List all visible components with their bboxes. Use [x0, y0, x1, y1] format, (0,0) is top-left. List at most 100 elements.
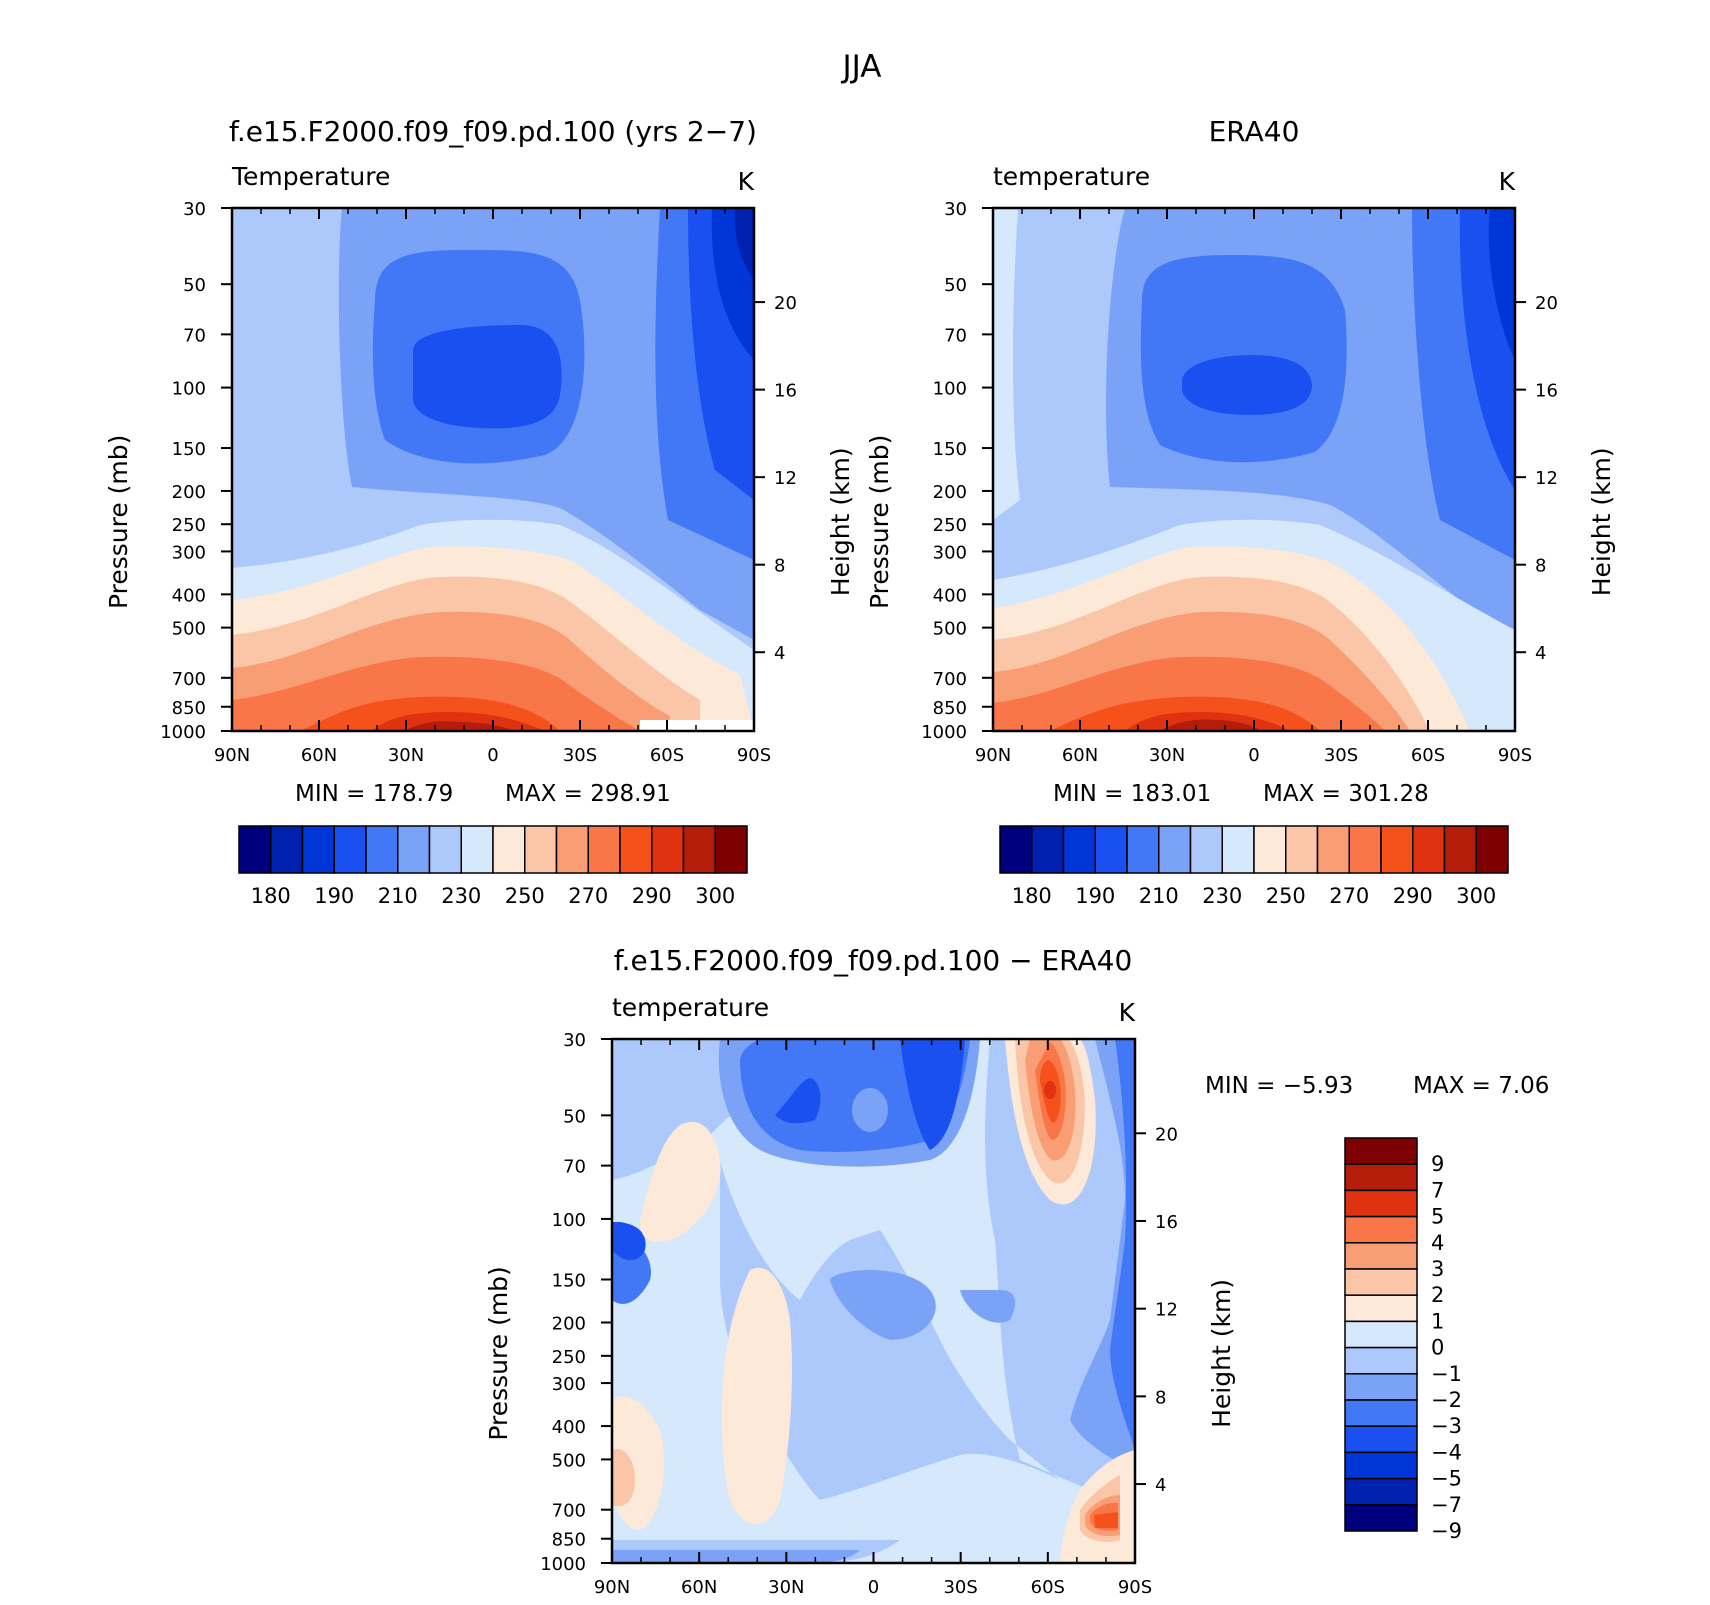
y-tick-label: 150: [552, 1271, 586, 1292]
y-tick-label: 100: [552, 1210, 586, 1231]
colorbar-swatch: [1344, 1477, 1418, 1506]
colorbar-swatch: [1475, 825, 1509, 874]
colorbar-swatch: [1344, 1242, 1418, 1270]
height-tick-label: 20: [1535, 293, 1558, 314]
colorbar-swatch: [1126, 825, 1160, 874]
panel-model-colorbar: 180 190 210 230 250 270 290 300: [238, 825, 748, 908]
colorbar-label: 4: [1431, 1231, 1444, 1255]
colorbar-label: 230: [441, 884, 481, 908]
colorbar-swatch: [1344, 1163, 1418, 1192]
colorbar-label: 250: [505, 884, 545, 908]
colorbar-label: 290: [1393, 884, 1433, 908]
colorbar-swatch: [1344, 1137, 1418, 1165]
colorbar-swatch: [1062, 825, 1096, 874]
colorbar-label: 0: [1431, 1336, 1444, 1360]
panel-obs-min: MIN = 183.01: [1053, 781, 1211, 807]
colorbar-swatch: [555, 825, 589, 874]
colorbar-swatch: [1443, 825, 1477, 874]
x-tick-label: 0: [868, 1577, 879, 1598]
panel-model-units: K: [738, 167, 755, 196]
y-tick-label: 300: [933, 542, 967, 563]
colorbar-swatch: [1344, 1373, 1418, 1401]
colorbar-swatch: [999, 825, 1033, 874]
y-tick-label: 50: [563, 1106, 586, 1127]
y-tick-label: 200: [552, 1313, 586, 1334]
field-model-layer-10: [232, 656, 640, 731]
y-tick-label: 70: [563, 1157, 586, 1178]
y-tick-label: 400: [933, 585, 967, 606]
x-tick-label: 90S: [737, 745, 771, 766]
colorbar-swatch: [1344, 1399, 1418, 1427]
panel-model-field: [232, 208, 754, 731]
colorbar-swatch: [714, 825, 748, 874]
colorbar-label: 190: [314, 884, 354, 908]
y-tick-label: 400: [172, 585, 206, 606]
y-axis-label: Pressure (mb): [484, 1266, 513, 1440]
y-tick-label: 250: [933, 515, 967, 536]
colorbar-label: −4: [1431, 1440, 1462, 1464]
field-diff-layer-5: [612, 1039, 1135, 1563]
x-tick-label: 90N: [594, 1577, 630, 1598]
x-tick-label: 30N: [768, 1577, 804, 1598]
panel-obs-colorbar: 180 190 210 230 250 270 290 300: [999, 825, 1509, 908]
y-tick-label: 500: [933, 619, 967, 640]
panel-diff-max: MAX = 7.06: [1413, 1073, 1549, 1099]
y-tick-label: 1000: [540, 1554, 586, 1575]
colorbar-label: 180: [251, 884, 291, 908]
y-tick-label: 500: [552, 1450, 586, 1471]
y-tick-label: 850: [172, 698, 206, 719]
panel-model: f.e15.F2000.f09_f09.pd.100 (yrs 2−7) Tem…: [104, 115, 855, 908]
colorbar-label: 1: [1431, 1309, 1444, 1333]
colorbar-label: 230: [1202, 884, 1242, 908]
height-tick-label: 16: [774, 381, 797, 402]
colorbar-swatch: [1344, 1346, 1418, 1375]
colorbar-label: 3: [1431, 1257, 1444, 1281]
panel-obs-title: ERA40: [1209, 115, 1300, 148]
colorbar-swatch: [1344, 1425, 1418, 1454]
colorbar-swatch: [1344, 1504, 1418, 1532]
colorbar-label: 210: [378, 884, 418, 908]
y-tick-label: 1000: [160, 722, 206, 743]
y-tick-label: 50: [944, 275, 967, 296]
panel-diff-units: K: [1119, 998, 1136, 1027]
height-tick-label: 8: [1535, 556, 1546, 577]
panel-model-axes: 90N 60N 30N 0 30S 60S 90S 30 50 70 100 150 200 250 300…: [104, 199, 855, 766]
colorbar-swatch: [1094, 825, 1128, 874]
panel-diff-field: [612, 1039, 1135, 1563]
colorbar-label: −5: [1431, 1467, 1462, 1491]
x-tick-label: 60S: [1411, 745, 1445, 766]
y-tick-label: 700: [552, 1501, 586, 1522]
colorbar-swatch: [238, 825, 272, 874]
y-tick-label: 700: [172, 669, 206, 690]
height-tick-label: 4: [1535, 643, 1546, 664]
field-diff-layer-2: [612, 1039, 1135, 1563]
colorbar-swatch: [1221, 825, 1255, 874]
height-tick-label: 8: [1155, 1387, 1166, 1408]
x-tick-label: 30S: [943, 1577, 977, 1598]
field-diff-layer-7: [1025, 1039, 1120, 1537]
y-tick-label: 300: [172, 542, 206, 563]
colorbar-swatch: [1158, 825, 1192, 874]
colorbar-label: 300: [695, 884, 735, 908]
y-tick-label: 500: [172, 619, 206, 640]
y-tick-label: 100: [933, 379, 967, 400]
height-axis-label: Height (km): [826, 447, 855, 596]
height-tick-label: 20: [1155, 1124, 1178, 1145]
panel-obs-units: K: [1499, 167, 1516, 196]
panel-model-title: f.e15.F2000.f09_f09.pd.100 (yrs 2−7): [229, 115, 757, 148]
field-obs-layer-4: [1182, 208, 1515, 490]
y-tick-label: 100: [172, 379, 206, 400]
x-tick-label: 60N: [681, 1577, 717, 1598]
colorbar-swatch: [1253, 825, 1287, 874]
colorbar-swatch: [1380, 825, 1414, 874]
colorbar-label: 210: [1139, 884, 1179, 908]
x-tick-label: 60S: [1031, 1577, 1065, 1598]
colorbar-swatch: [1344, 1451, 1418, 1480]
colorbar-swatch: [301, 825, 335, 874]
height-tick-label: 16: [1535, 381, 1558, 402]
colorbar-label: 2: [1431, 1283, 1444, 1307]
x-tick-label: 30S: [1324, 745, 1358, 766]
y-tick-label: 1000: [921, 722, 967, 743]
colorbar-label: 9: [1431, 1152, 1444, 1176]
